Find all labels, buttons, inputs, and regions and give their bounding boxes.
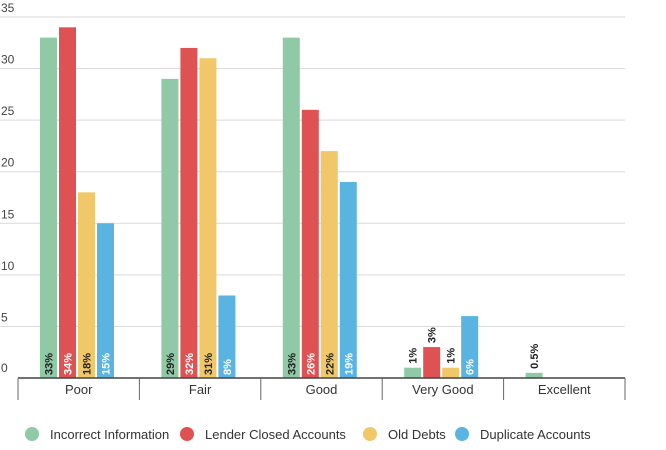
bar: [218, 295, 236, 378]
y-tick-label: 35: [1, 1, 15, 15]
value-label: 18%: [82, 353, 94, 375]
bars: [40, 27, 543, 379]
y-tick-label: 10: [1, 259, 15, 273]
value-label: 6%: [465, 359, 477, 375]
bar: [78, 192, 95, 378]
bar: [301, 109, 319, 378]
legend-item: Old Debts: [363, 427, 446, 442]
value-label: 29%: [165, 353, 177, 375]
legend-label: Lender Closed Accounts: [205, 427, 346, 442]
legend-swatch: [455, 427, 469, 441]
y-tick-label: 25: [1, 104, 15, 118]
y-tick-label: 20: [1, 156, 15, 170]
category-label: Very Good: [412, 382, 473, 397]
value-label: 22%: [324, 353, 336, 375]
legend-label: Old Debts: [388, 427, 446, 442]
category-label: Good: [306, 382, 338, 397]
y-tick-label: 5: [1, 310, 8, 324]
bar: [423, 347, 441, 378]
legend-item: Lender Closed Accounts: [180, 427, 346, 442]
bar: [442, 367, 460, 378]
value-label: 34%: [63, 353, 75, 375]
value-label: 0.5%: [529, 344, 541, 369]
value-label: 33%: [286, 353, 298, 375]
legend-item: Incorrect Information: [25, 427, 169, 442]
value-label: 1%: [408, 348, 420, 364]
bar: [161, 78, 179, 378]
value-label: 33%: [44, 353, 56, 375]
bar: [180, 47, 198, 378]
legend-label: Duplicate Accounts: [480, 427, 591, 442]
legend-item: Duplicate Accounts: [455, 427, 591, 442]
bar: [404, 367, 422, 378]
value-label: 31%: [203, 353, 215, 375]
y-tick-label: 0: [1, 361, 8, 375]
y-tick-label: 15: [1, 207, 15, 221]
bar: [97, 223, 114, 378]
y-tick-label: 30: [1, 53, 15, 67]
legend: Incorrect Information Lender Closed Accou…: [25, 427, 591, 442]
category-label: Fair: [189, 382, 212, 397]
y-axis-ticks: 0 5 10 15 20 25 30 35: [1, 1, 15, 375]
bar: [59, 27, 76, 379]
value-label: 32%: [184, 353, 196, 375]
bar: [199, 58, 217, 378]
category-label: Poor: [65, 382, 93, 397]
legend-swatch: [363, 427, 377, 441]
value-label: 8%: [222, 359, 234, 375]
bar: [40, 37, 57, 378]
x-axis: Poor Fair Good Very Good Excellent: [17, 377, 626, 400]
value-label: 26%: [305, 353, 317, 375]
value-labels: 33% 34% 18% 15% 29% 32% 31% 8% 33% 26% 22% 19% 1% 3% 1…: [44, 327, 542, 375]
value-label: 1%: [446, 348, 458, 364]
bar: [320, 151, 338, 378]
bar: [525, 372, 543, 378]
value-label: 19%: [343, 353, 355, 375]
bar: [339, 182, 357, 378]
value-label: 3%: [427, 327, 439, 343]
bar: [282, 37, 300, 378]
legend-swatch: [180, 427, 194, 441]
legend-swatch: [25, 427, 39, 441]
category-label: Excellent: [538, 382, 591, 397]
value-label: 15%: [101, 353, 113, 375]
bar: [461, 316, 479, 378]
legend-label: Incorrect Information: [50, 427, 169, 442]
